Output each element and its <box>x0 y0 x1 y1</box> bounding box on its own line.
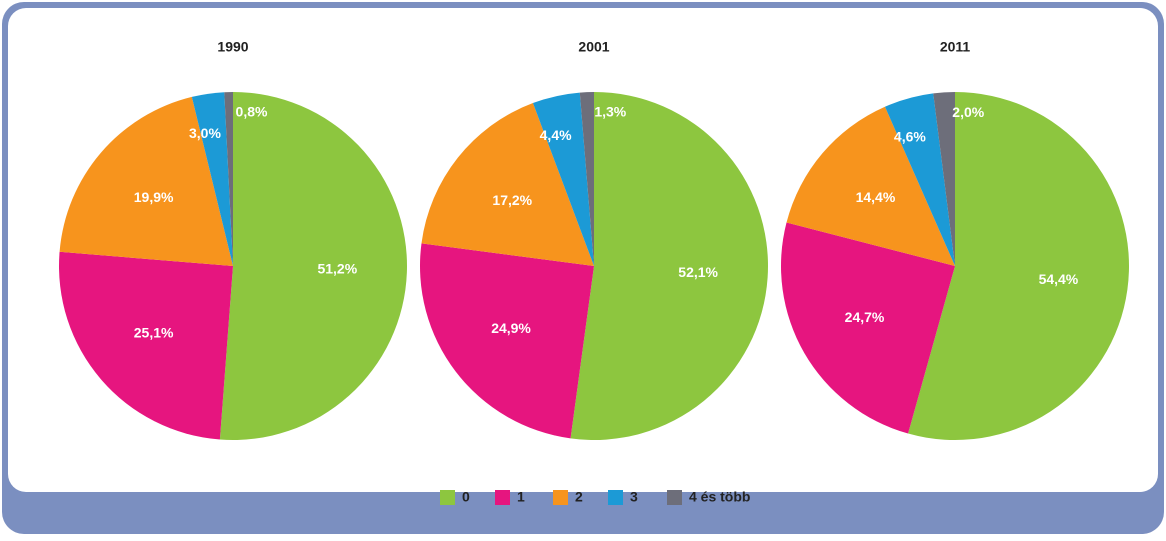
data-label: 24,7% <box>845 309 885 325</box>
pie-slice <box>58 251 233 440</box>
data-label: 14,4% <box>856 189 896 205</box>
legend-swatch <box>608 490 623 505</box>
data-label: 25,1% <box>134 325 174 341</box>
legend-label: 4 és több <box>689 489 750 505</box>
data-label: 19,9% <box>134 189 174 205</box>
pie-slice <box>224 92 233 266</box>
pie-slice <box>933 92 955 266</box>
pie-title: 2001 <box>578 39 609 55</box>
legend-swatch <box>440 490 455 505</box>
legend-label: 2 <box>575 489 583 505</box>
pie-title: 1990 <box>217 39 248 55</box>
data-label: 51,2% <box>317 261 357 277</box>
data-label: 54,4% <box>1039 271 1079 287</box>
pie-slice <box>579 92 594 266</box>
pie-slice <box>59 96 234 266</box>
pie-slice <box>420 243 594 439</box>
data-label: 3,0% <box>189 125 221 141</box>
pie-slice <box>421 103 594 266</box>
data-label: 2,0% <box>952 104 984 120</box>
data-label: 4,6% <box>894 129 926 145</box>
data-label: 0,8% <box>236 104 268 120</box>
data-label: 52,1% <box>678 264 718 280</box>
pie-slice <box>219 92 408 440</box>
pie-slice <box>781 222 955 434</box>
pie-slice <box>908 92 1129 440</box>
legend-swatch <box>495 490 510 505</box>
legend-swatch <box>667 490 682 505</box>
legend-label: 1 <box>517 489 525 505</box>
pie-slice <box>532 92 594 266</box>
legend-label: 0 <box>462 489 470 505</box>
legend-label: 3 <box>630 489 638 505</box>
pie-slice <box>570 92 769 441</box>
data-label: 1,3% <box>594 104 626 120</box>
legend-swatch <box>553 490 568 505</box>
data-label: 24,9% <box>491 320 531 336</box>
pie-slice <box>884 93 955 266</box>
pie-title: 2011 <box>940 39 971 55</box>
data-label: 17,2% <box>492 192 532 208</box>
pie-slice <box>191 92 233 266</box>
pie-slice <box>786 106 955 266</box>
data-label: 4,4% <box>540 127 572 143</box>
